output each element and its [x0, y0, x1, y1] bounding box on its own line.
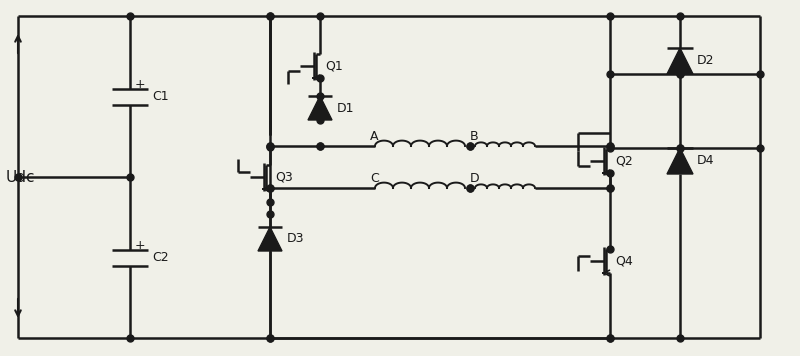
Text: A: A [370, 130, 378, 142]
Text: Udc: Udc [6, 169, 35, 184]
Text: Q2: Q2 [615, 155, 633, 168]
Polygon shape [667, 48, 693, 74]
Polygon shape [667, 148, 693, 174]
Text: C2: C2 [152, 251, 169, 264]
Text: Q3: Q3 [275, 171, 293, 183]
Text: Q1: Q1 [325, 59, 342, 73]
Text: D3: D3 [287, 232, 305, 246]
Text: D1: D1 [337, 101, 354, 115]
Text: D4: D4 [697, 155, 714, 168]
Polygon shape [258, 227, 282, 251]
Text: Q4: Q4 [615, 255, 633, 267]
Text: +: + [135, 78, 146, 91]
Text: +: + [135, 239, 146, 252]
Text: B: B [470, 130, 478, 142]
Text: D2: D2 [697, 54, 714, 68]
Polygon shape [308, 96, 332, 120]
Text: C: C [370, 172, 378, 184]
Text: D: D [470, 172, 480, 184]
Text: C1: C1 [152, 90, 169, 103]
